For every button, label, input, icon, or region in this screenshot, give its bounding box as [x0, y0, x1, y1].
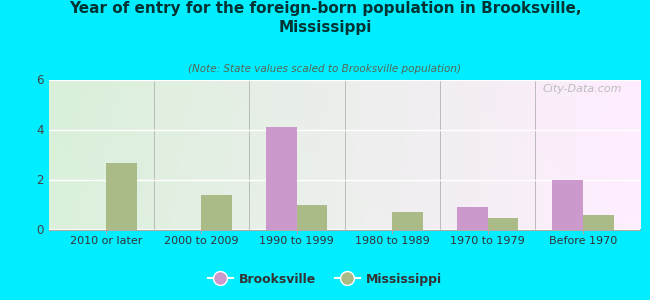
Bar — [106, 163, 136, 230]
Text: City-Data.com: City-Data.com — [543, 84, 623, 94]
Bar — [583, 214, 614, 230]
Bar — [552, 179, 583, 230]
Bar — [297, 205, 328, 230]
Bar — [392, 212, 422, 230]
Bar — [202, 194, 232, 230]
Text: Year of entry for the foreign-born population in Brooksville,
Mississippi: Year of entry for the foreign-born popul… — [69, 2, 581, 35]
Legend: Brooksville, Mississippi: Brooksville, Mississippi — [203, 268, 447, 291]
Bar — [266, 127, 297, 230]
Bar — [457, 207, 488, 230]
Text: (Note: State values scaled to Brooksville population): (Note: State values scaled to Brooksvill… — [188, 64, 462, 74]
Bar — [488, 218, 518, 230]
